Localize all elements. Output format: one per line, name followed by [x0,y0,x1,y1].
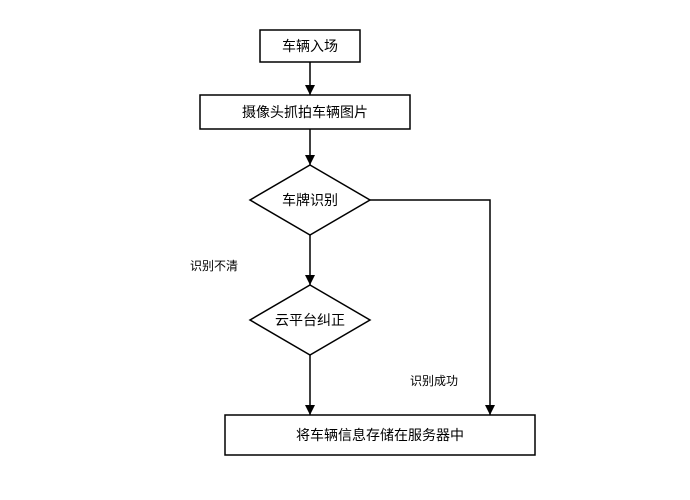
node-n4-label: 云平台纠正 [275,312,345,328]
edge-label-1: 识别成功 [410,374,458,388]
edge-label-0: 识别不清 [190,259,238,273]
flowchart-canvas: 车辆入场摄像头抓拍车辆图片车牌识别云平台纠正将车辆信息存储在服务器中 识别不清识别… [0,0,690,500]
node-n3-label: 车牌识别 [282,192,338,208]
node-n1-label: 车辆入场 [282,38,338,54]
node-n5-label: 将车辆信息存储在服务器中 [296,427,464,443]
node-n2-label: 摄像头抓拍车辆图片 [242,104,368,120]
